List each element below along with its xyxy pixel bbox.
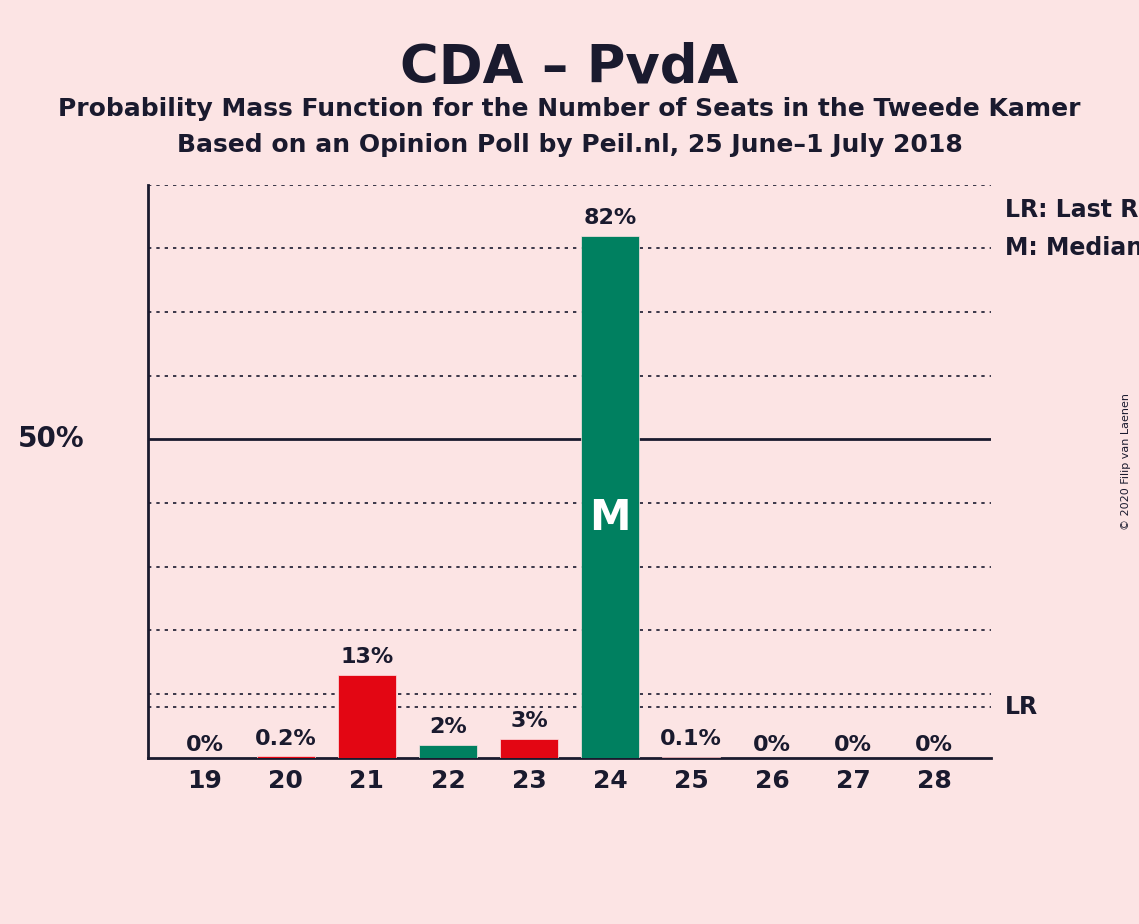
Text: 50%: 50% [18,425,84,454]
Text: © 2020 Filip van Laenen: © 2020 Filip van Laenen [1121,394,1131,530]
Text: 0.1%: 0.1% [661,729,722,749]
Bar [256,757,316,758]
Text: 2%: 2% [429,717,467,737]
Text: M: Median: M: Median [1005,237,1139,261]
Text: 0%: 0% [916,736,953,755]
Text: Probability Mass Function for the Number of Seats in the Tweede Kamer: Probability Mass Function for the Number… [58,97,1081,121]
Text: 0%: 0% [753,736,792,755]
Text: CDA – PvdA: CDA – PvdA [400,42,739,93]
Bar [500,738,558,758]
Text: Based on an Opinion Poll by Peil.nl, 25 June–1 July 2018: Based on an Opinion Poll by Peil.nl, 25 … [177,133,962,157]
Bar [337,675,396,758]
Bar [581,236,639,758]
Text: 3%: 3% [510,711,548,731]
Text: LR: LR [1005,695,1038,719]
Text: LR: Last Result: LR: Last Result [1005,199,1139,223]
Text: 0%: 0% [834,736,872,755]
Text: 13%: 13% [341,648,393,667]
Text: 82%: 82% [583,208,637,228]
Text: M: M [589,496,631,539]
Text: 0%: 0% [186,736,223,755]
Bar [419,745,477,758]
Text: 0.2%: 0.2% [255,729,317,748]
